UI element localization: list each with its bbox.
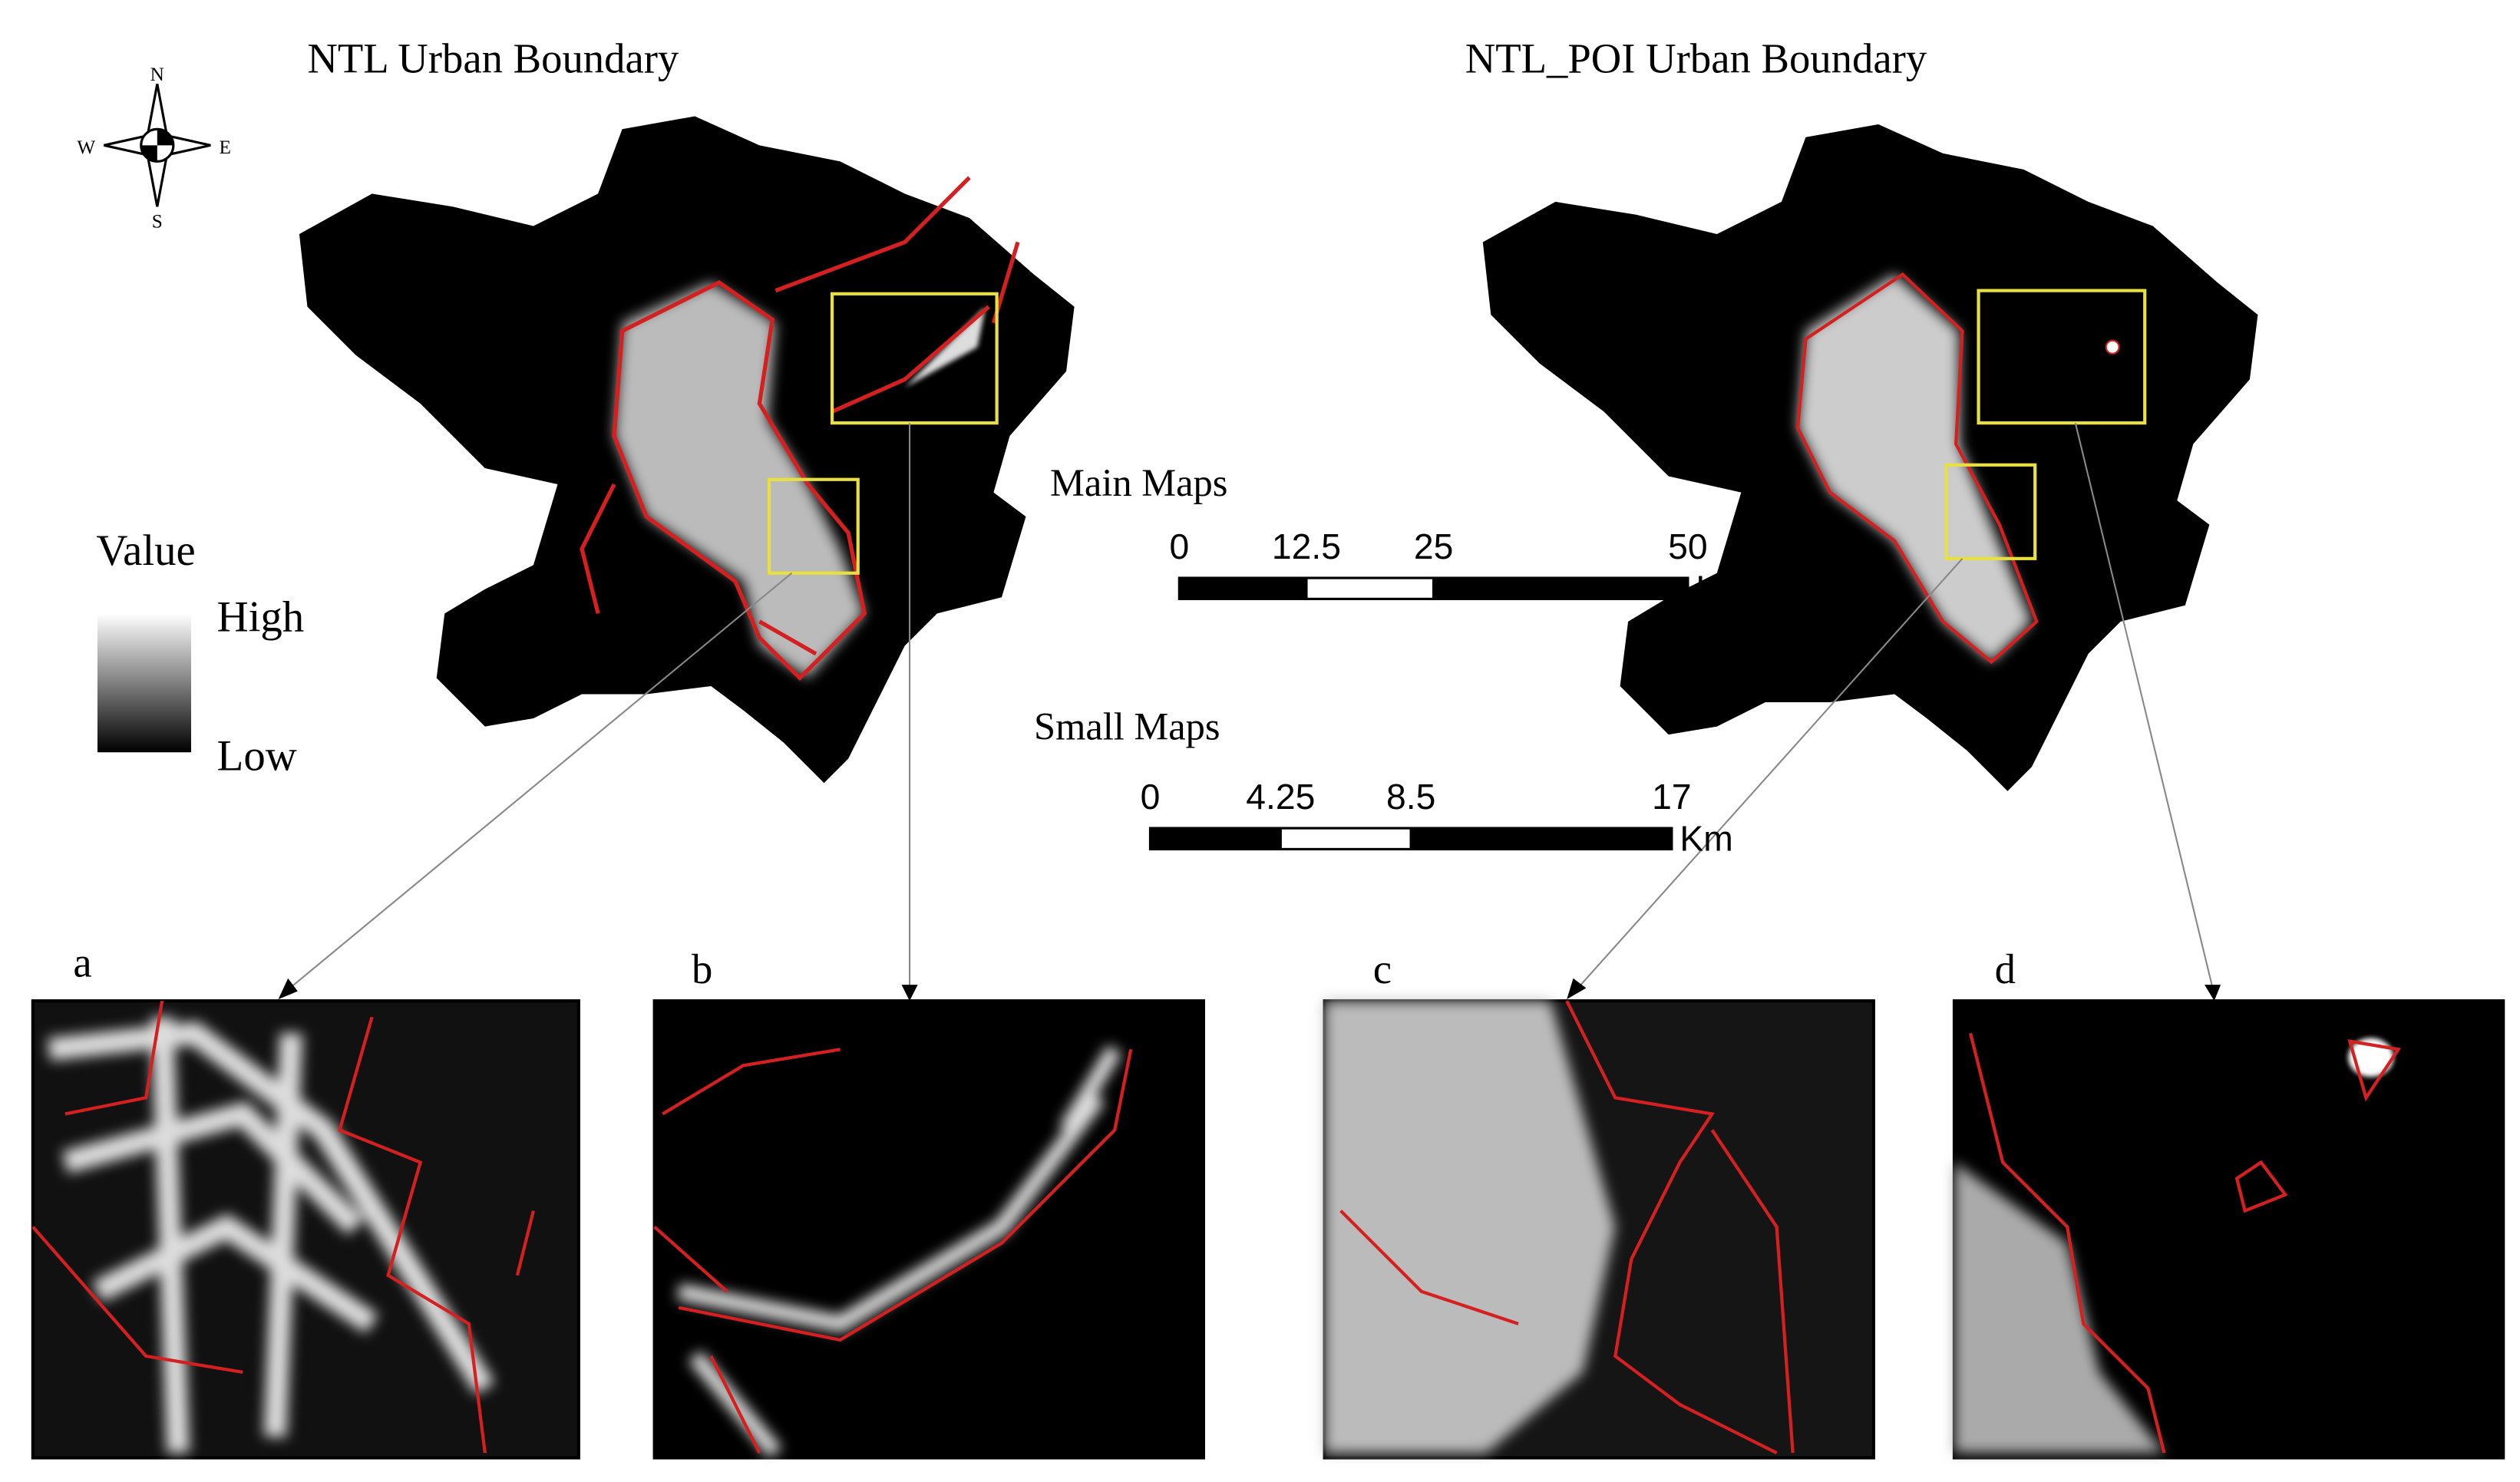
scale-unit: Km [1696, 568, 1749, 608]
legend-title: Value [96, 526, 195, 575]
scale-segment [1279, 827, 1412, 851]
inset-panel [652, 999, 1205, 1460]
scale-tick-label: 17 [1652, 777, 1691, 817]
scale-tick-label: 4.25 [1246, 777, 1315, 817]
map-title: NTL Urban Boundary [307, 35, 679, 82]
north-arrow: N S W E [77, 64, 231, 232]
main-map [1482, 124, 2258, 791]
leader-lines [287, 422, 2214, 991]
urban-glow [614, 282, 865, 678]
panel-label: d [1995, 946, 2016, 992]
scale-segment [1409, 827, 1673, 851]
scale-title: Small Maps [1034, 705, 1220, 748]
panel-label: c [1373, 946, 1392, 992]
scale-tick-label: 25 [1414, 526, 1453, 566]
scale-tick-label: 50 [1668, 526, 1707, 566]
inset-panel [1323, 999, 1875, 1460]
scale-segment [1148, 827, 1282, 851]
scale-segment [1177, 576, 1308, 600]
legend-label: Low [217, 731, 297, 780]
map-title: NTL_POI Urban Boundary [1465, 35, 1927, 82]
scale-segment [1305, 576, 1435, 600]
main-map [299, 116, 1075, 784]
compass-label: W [77, 137, 95, 158]
scale-tick-label: 0 [1169, 526, 1189, 566]
urban-boundary [1795, 272, 2039, 665]
compass-label: S [152, 212, 163, 233]
legend-ramp [97, 613, 191, 753]
urban-glow [1797, 274, 2032, 662]
arrowheads [278, 978, 2221, 1002]
legend: Value High Low [96, 526, 304, 780]
panel-label: a [73, 939, 91, 986]
urban-boundary [580, 176, 1020, 682]
inset-panel [31, 999, 580, 1460]
scale-tick-label: 12.5 [1272, 526, 1341, 566]
scale-unit: Km [1679, 819, 1732, 859]
panel-label: b [692, 946, 712, 992]
scale-segment [1432, 576, 1689, 600]
inset-panel [1952, 999, 2505, 1460]
compass-label: N [150, 64, 164, 85]
scale-title: Main Maps [1050, 461, 1227, 504]
inset-box [830, 292, 999, 425]
urban-patch [2105, 339, 2120, 355]
legend-label: High [217, 592, 305, 641]
scale-tick-label: 8.5 [1386, 777, 1435, 817]
inset-box [1977, 289, 2147, 425]
scale-tick-label: 0 [1141, 777, 1161, 817]
compass-label: E [219, 137, 230, 158]
inset-box [767, 477, 860, 575]
inset-box [1944, 463, 2037, 560]
